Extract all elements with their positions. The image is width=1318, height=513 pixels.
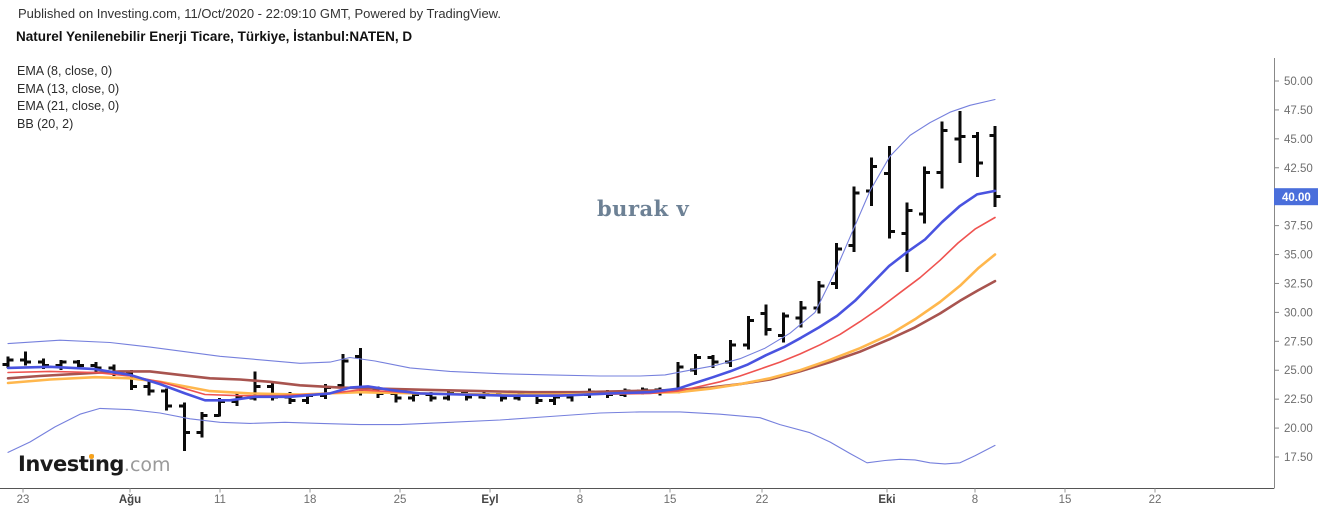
published-info-line: Published on Investing.com, 11/Oct/2020 … xyxy=(18,6,501,21)
time-tick-label: 11 xyxy=(214,494,226,506)
legend-item-ema8: EMA (8, close, 0) xyxy=(17,64,113,78)
last-price-badge: 40.00 xyxy=(1274,188,1318,206)
price-tick-label: 32.50 xyxy=(1284,278,1313,290)
instrument-title: Naturel Yenilenebilir Enerji Ticare, Tür… xyxy=(16,29,413,44)
time-month-label: Eyl xyxy=(481,494,498,506)
ohlc-bar xyxy=(971,131,983,178)
bb-upper-band-line xyxy=(7,98,996,377)
time-tick-label: 8 xyxy=(972,494,978,506)
time-scale[interactable]: 23 Ağu 11 18 25 Eyl 8 15 22 Eki 8 15 22 xyxy=(17,488,1162,507)
ohlc-bar xyxy=(178,402,190,452)
ohlc-bar xyxy=(954,111,966,164)
price-tick-label: 25.00 xyxy=(1284,365,1313,377)
ohlc-bar xyxy=(73,359,84,368)
legend-item-ema13: EMA (13, close, 0) xyxy=(17,81,120,96)
ohlc-bar xyxy=(760,304,772,336)
ohlc-bar xyxy=(161,388,173,411)
ohlc-bar xyxy=(742,315,754,350)
price-tick-label: 50.00 xyxy=(1284,76,1313,88)
time-tick-label: 25 xyxy=(394,494,407,506)
price-scale[interactable]: 50.00 47.50 45.00 42.50 40.00 37.50 35.00 32.50… xyxy=(1274,76,1313,464)
time-month-label: Ağu xyxy=(119,494,141,506)
ema-8-line xyxy=(6,189,997,402)
bb-lower-band-line xyxy=(7,407,996,465)
ohlc-bar xyxy=(2,356,14,368)
ohlc-bar xyxy=(883,145,895,239)
ohlc-bar xyxy=(143,380,155,396)
price-tick-label: 37.50 xyxy=(1284,221,1313,233)
price-tick-label: 47.50 xyxy=(1284,105,1313,117)
time-tick-label: 18 xyxy=(304,494,317,506)
price-tick-label: 42.50 xyxy=(1284,163,1313,175)
legend-item-ema21: EMA (21, close, 0) xyxy=(17,99,120,113)
price-tick-label: 22.50 xyxy=(1284,394,1313,406)
ohlc-bar xyxy=(795,300,807,328)
price-tick-label: 17.50 xyxy=(1284,452,1313,464)
ohlc-bar xyxy=(936,121,948,189)
last-price-label: 40.00 xyxy=(1282,192,1311,204)
ohlc-bar xyxy=(989,126,1001,208)
investing-com-logo[interactable]: Investing.com xyxy=(18,452,171,476)
ohlc-bar xyxy=(919,166,930,224)
price-tick-label: 45.00 xyxy=(1284,134,1313,146)
chart-frame xyxy=(0,58,1275,490)
price-tick-label: 30.00 xyxy=(1284,307,1313,319)
logo-orange-dot-i: i xyxy=(88,452,95,476)
ohlc-bar xyxy=(901,202,913,272)
time-tick-label: 22 xyxy=(756,494,769,506)
price-tick-label: 27.50 xyxy=(1284,336,1313,348)
ohlc-bar xyxy=(443,391,455,401)
user-watermark: burak v xyxy=(597,196,690,221)
price-tick-label: 20.00 xyxy=(1284,423,1313,435)
ohlc-bar xyxy=(689,354,701,375)
ohlc-bar xyxy=(866,157,878,206)
bb-basis-sma20-line xyxy=(6,279,997,394)
time-tick-label: 8 xyxy=(577,494,583,506)
legend-item-bb: BB (20, 2) xyxy=(17,116,74,131)
logo-tld: .com xyxy=(123,454,171,476)
ema-13-line xyxy=(7,216,996,397)
time-tick-label: 15 xyxy=(1059,494,1072,506)
time-tick-label: 22 xyxy=(1149,494,1162,506)
ohlc-bar xyxy=(196,411,208,438)
ohlc-bar xyxy=(848,186,860,253)
indicator-legend: EMA (8, close, 0) EMA (13, close, 0) EMA… xyxy=(17,63,119,133)
time-month-label: Eki xyxy=(878,494,895,506)
ohlc-bar-series xyxy=(2,111,1001,452)
time-tick-label: 15 xyxy=(664,494,677,506)
ohlc-bar xyxy=(778,312,789,343)
time-tick-label: 23 xyxy=(17,494,30,506)
ohlc-bar xyxy=(830,242,842,290)
price-tick-label: 35.00 xyxy=(1284,250,1313,262)
ohlc-bar xyxy=(20,351,32,366)
